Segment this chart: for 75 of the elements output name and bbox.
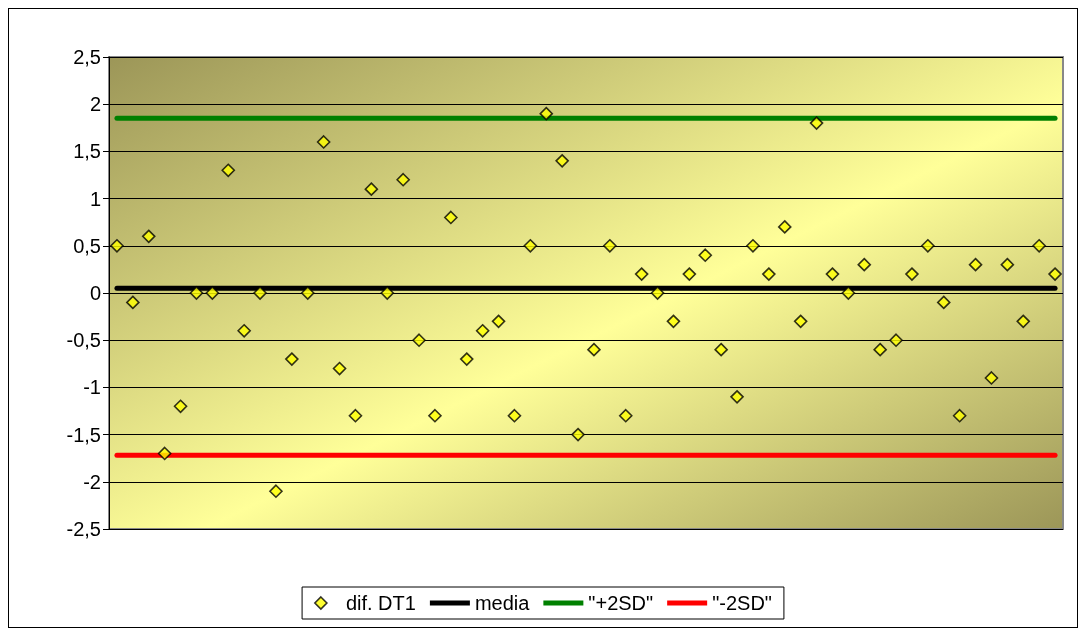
point	[396, 172, 410, 187]
y-tick-label: 2,5	[73, 46, 101, 68]
point	[316, 135, 331, 149]
y-tick-label: 1,5	[73, 140, 101, 163]
point	[825, 267, 840, 281]
point	[762, 267, 776, 281]
point	[380, 286, 395, 300]
point	[714, 342, 728, 357]
point	[221, 163, 236, 178]
point	[873, 342, 887, 357]
point	[698, 248, 713, 263]
point	[555, 154, 569, 168]
point	[936, 295, 951, 310]
point	[1000, 257, 1015, 272]
y-tick-label: 1	[89, 187, 101, 210]
point	[491, 314, 506, 329]
y-tick-label: -2	[83, 470, 101, 493]
point	[746, 239, 760, 253]
point	[253, 286, 267, 300]
legend-label: media	[474, 592, 531, 614]
point	[571, 427, 585, 442]
point	[126, 295, 140, 310]
point	[348, 408, 363, 423]
point	[1048, 267, 1062, 281]
point	[475, 323, 490, 338]
point	[507, 408, 522, 423]
point	[650, 286, 665, 300]
point	[857, 257, 872, 272]
y-tick-label: -1,5	[66, 423, 101, 446]
point	[809, 116, 824, 130]
point	[523, 239, 538, 253]
point	[603, 239, 617, 253]
y-tick-label: 0,5	[73, 234, 101, 257]
point	[984, 371, 999, 385]
y-tick-label: -1	[83, 376, 101, 399]
point	[141, 229, 156, 244]
point	[1032, 239, 1046, 253]
point	[237, 323, 251, 338]
point	[300, 286, 315, 300]
point	[205, 286, 220, 300]
point	[157, 446, 172, 461]
point	[666, 314, 681, 329]
point	[889, 333, 903, 347]
point	[189, 286, 204, 300]
point	[968, 257, 983, 272]
point	[1016, 314, 1031, 329]
y-tick-label: 0	[89, 282, 101, 304]
y-tick-label: 2	[89, 93, 101, 116]
legend-label: "-2SD"	[712, 592, 772, 614]
point	[841, 286, 856, 300]
point	[539, 106, 554, 121]
point	[905, 267, 919, 281]
point	[332, 361, 347, 376]
y-tick-label: -2,5	[66, 518, 101, 540]
point	[793, 314, 808, 329]
point	[459, 352, 474, 366]
point	[777, 220, 792, 234]
point	[285, 352, 299, 366]
y-tick-label: -0,5	[66, 329, 101, 352]
point	[682, 267, 697, 281]
point	[428, 408, 442, 423]
point	[730, 390, 744, 404]
point	[444, 210, 458, 225]
point	[364, 182, 379, 196]
legend-label: dif. DT1	[345, 592, 416, 614]
point	[269, 484, 283, 499]
point	[110, 239, 124, 253]
point	[921, 239, 935, 253]
legend-label: "+2SD"	[588, 592, 654, 614]
point	[618, 408, 633, 423]
point	[952, 408, 967, 423]
point	[173, 399, 188, 414]
point	[587, 342, 601, 357]
point	[634, 267, 649, 281]
point	[412, 333, 426, 347]
